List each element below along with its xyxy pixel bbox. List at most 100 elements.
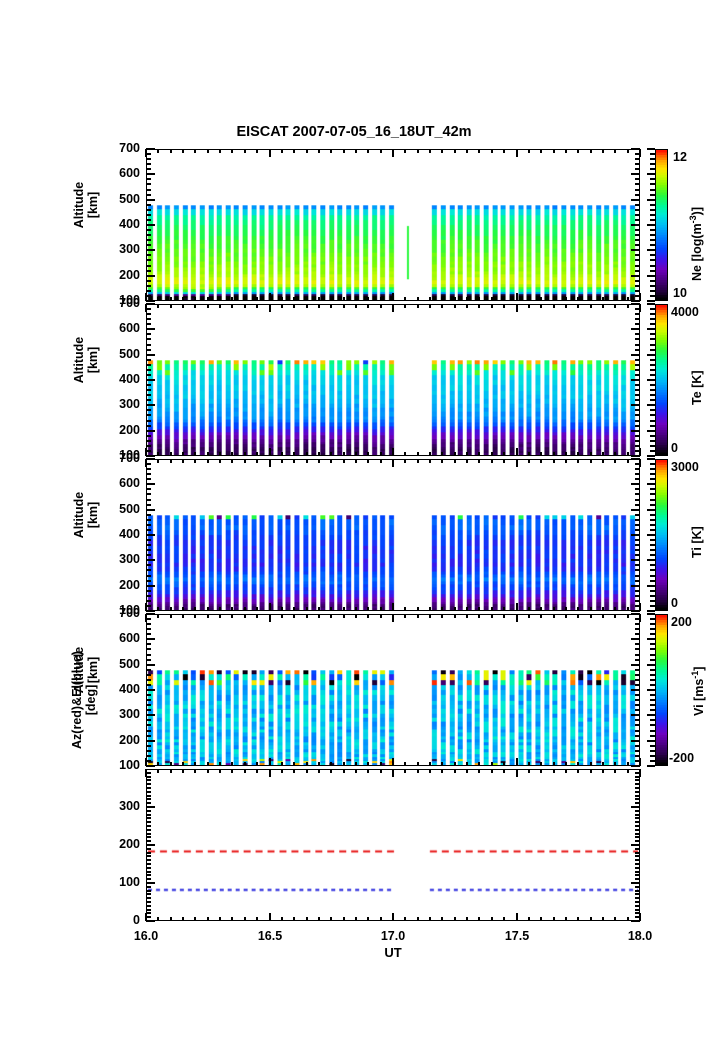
xtick — [231, 762, 233, 766]
colorbar-tick — [647, 585, 655, 587]
xtick — [269, 758, 271, 766]
panel-ti — [146, 459, 640, 611]
colorbar-tick — [647, 483, 655, 485]
xtick — [207, 149, 209, 153]
ytick-major — [146, 455, 155, 457]
colorbar-tick — [650, 504, 655, 506]
xtick — [639, 603, 641, 611]
colorbar-tick — [647, 559, 655, 561]
xtick — [503, 304, 505, 308]
ytick-major-right — [631, 613, 640, 615]
ytick-minor — [146, 871, 151, 873]
xtick — [528, 607, 530, 611]
ytick-minor-right — [635, 285, 640, 287]
ytick-minor — [146, 859, 151, 861]
xtick — [306, 607, 308, 611]
colorbar-tick — [650, 478, 655, 480]
ytick-minor-right — [635, 659, 640, 661]
xtick — [392, 459, 394, 467]
xtick — [392, 913, 394, 921]
xtick — [306, 304, 308, 308]
ytick-minor-right — [635, 473, 640, 475]
ytick-minor-right — [635, 871, 640, 873]
ytick-minor — [146, 674, 151, 676]
colorbar-tick — [650, 209, 655, 211]
colorbar-tick — [650, 435, 655, 437]
xtick — [256, 769, 258, 773]
xtick — [244, 459, 246, 463]
xtick — [639, 614, 641, 622]
ytick-label: 400 — [119, 527, 140, 541]
xtick — [380, 149, 382, 153]
xtick — [466, 614, 468, 618]
ytick-minor-right — [635, 189, 640, 191]
ytick-minor — [146, 214, 151, 216]
ytick-minor — [146, 168, 151, 170]
xtick — [157, 614, 159, 618]
ytick-major-right — [631, 275, 640, 277]
xtick — [503, 452, 505, 456]
xtick — [293, 149, 295, 153]
xtick — [182, 149, 184, 153]
colorbar-tick — [647, 224, 655, 226]
ytick-minor-right — [635, 168, 640, 170]
ytick-minor — [146, 349, 151, 351]
xtick — [590, 614, 592, 618]
xtick — [590, 769, 592, 773]
xtick — [293, 769, 295, 773]
ytick-minor-right — [635, 445, 640, 447]
xtick — [528, 459, 530, 463]
colorbar-tick — [650, 605, 655, 607]
xtick — [516, 603, 518, 611]
xtick — [627, 304, 629, 308]
xtick — [281, 149, 283, 153]
ytick-minor — [146, 308, 151, 310]
ytick-minor — [146, 333, 151, 335]
xtick — [145, 913, 147, 921]
ytick-minor — [146, 901, 151, 903]
xtick — [454, 762, 456, 766]
colorbar-tick — [647, 714, 655, 716]
ytick-minor-right — [635, 519, 640, 521]
panel-ne — [146, 149, 640, 301]
colorbar-tick — [647, 328, 655, 330]
xtick — [491, 297, 493, 301]
xtick — [404, 452, 406, 456]
xtick — [219, 762, 221, 766]
ytick-minor-right — [635, 280, 640, 282]
xtick — [577, 459, 579, 463]
ytick-minor-right — [635, 829, 640, 831]
xtick — [577, 769, 579, 773]
ytick-minor — [146, 890, 151, 892]
ne-colorbar-max: 12 — [673, 150, 687, 164]
ytick-minor-right — [635, 897, 640, 899]
colorbar-tick — [650, 669, 655, 671]
xtick — [577, 297, 579, 301]
xtick — [577, 304, 579, 308]
te-colorbar-title: Te [K] — [690, 370, 704, 406]
xtick — [429, 607, 431, 611]
colorbar-tick — [650, 648, 655, 650]
xtick — [417, 614, 419, 618]
ytick-minor — [146, 344, 151, 346]
xtick — [478, 459, 480, 463]
ytick-minor — [146, 420, 151, 422]
xtick — [170, 614, 172, 618]
xtick — [145, 769, 147, 777]
ytick-label: 100 — [119, 875, 140, 889]
ytick-minor-right — [635, 514, 640, 516]
xtick — [614, 614, 616, 618]
xtick — [157, 297, 159, 301]
ytick-label: 300 — [119, 242, 140, 256]
xtick — [441, 149, 443, 153]
ytick-label: 0 — [133, 913, 140, 927]
ytick-label: 300 — [119, 397, 140, 411]
ytick-minor-right — [635, 674, 640, 676]
xtick — [565, 304, 567, 308]
xtick — [306, 149, 308, 153]
ytick-minor — [146, 323, 151, 325]
xtick — [355, 614, 357, 618]
ytick-minor-right — [635, 628, 640, 630]
ytick-minor — [146, 435, 151, 437]
colorbar-tick — [647, 354, 655, 356]
